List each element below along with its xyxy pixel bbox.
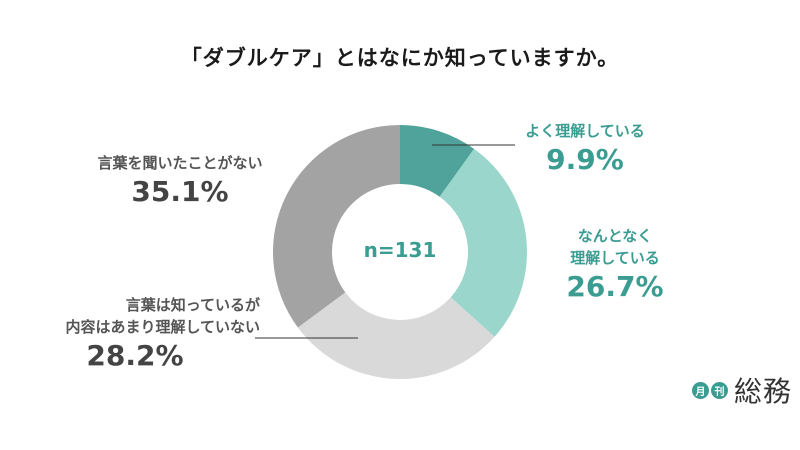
label-known-not-understood-value: 28.2% xyxy=(86,339,184,372)
label-well-understood-value: 9.9% xyxy=(546,143,624,176)
label-well-understood: よく理解している 9.9% xyxy=(520,120,650,178)
slice-somewhat-understood xyxy=(439,148,527,337)
label-well-understood-name: よく理解している xyxy=(525,122,645,140)
logo-word: 総務 xyxy=(734,375,793,408)
logo-badge-2: 刊 xyxy=(711,381,728,399)
label-somewhat-understood-value: 26.7% xyxy=(566,270,664,303)
label-never-heard: 言葉を聞いたことがない 35.1% xyxy=(80,152,280,210)
donut-slices xyxy=(273,125,527,379)
sample-size-label: n=131 xyxy=(363,238,437,262)
label-known-not-understood: 言葉は知っているが 内容はあまり理解していない 28.2% xyxy=(60,294,260,374)
label-somewhat-understood-name-2: 理解している xyxy=(570,249,660,267)
label-never-heard-value: 35.1% xyxy=(131,175,229,208)
slice-known-not-understood xyxy=(297,292,495,379)
chart-title: 「ダブルケア」とはなにか知っていますか。 xyxy=(180,46,620,70)
label-known-not-understood-name-1: 言葉は知っているが xyxy=(125,296,260,314)
slice-never-heard xyxy=(273,125,400,328)
slice-well-understood xyxy=(400,125,475,197)
label-somewhat-understood: なんとなく 理解している 26.7% xyxy=(560,225,670,305)
label-known-not-understood-name-2: 内容はあまり理解していない xyxy=(65,318,260,336)
label-somewhat-understood-name-1: なんとなく xyxy=(577,227,653,245)
label-never-heard-name: 言葉を聞いたことがない xyxy=(97,154,263,172)
logo-badge-1: 月 xyxy=(692,381,709,399)
publisher-logo: 月 刊 総務 xyxy=(692,370,792,410)
